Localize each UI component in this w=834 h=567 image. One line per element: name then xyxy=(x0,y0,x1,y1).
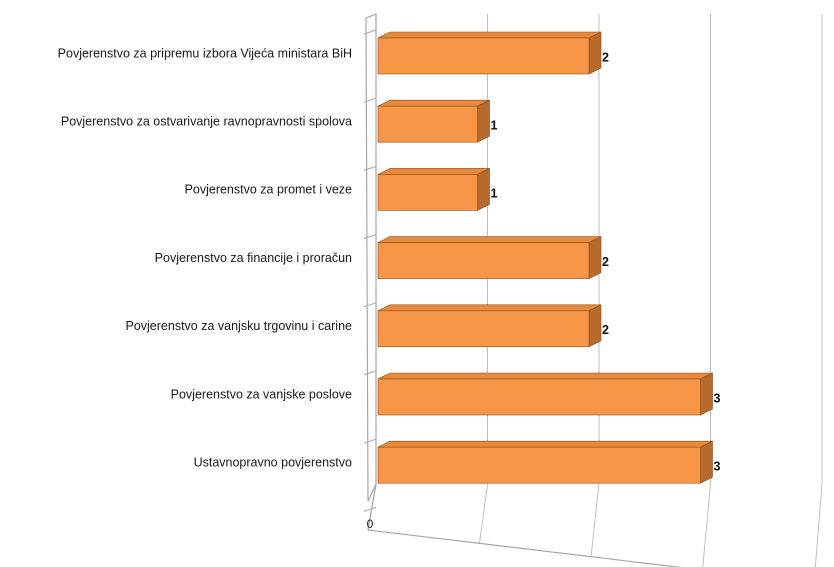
bar-value-label: 2 xyxy=(602,50,609,64)
category-tick xyxy=(363,438,377,444)
labels-layer: 2 Povjerenstvo za pripremu izbora Vijeća … xyxy=(58,46,721,531)
bar-front-face xyxy=(377,105,478,143)
bar xyxy=(377,372,713,416)
category-tick xyxy=(363,506,377,512)
bar-value-label: 2 xyxy=(602,323,609,337)
category-tick xyxy=(363,97,377,103)
bar-top-face xyxy=(377,168,490,175)
bar-top-face xyxy=(377,304,602,312)
bar-end-face xyxy=(700,372,713,416)
bar-value-label: 2 xyxy=(602,255,609,269)
bar-front-face xyxy=(377,242,590,279)
category-tick xyxy=(363,165,377,171)
floor-gridline xyxy=(814,483,823,567)
bar-value-label: 3 xyxy=(714,391,721,405)
category-label: Ustavnopravno povjerenstvo xyxy=(194,455,352,469)
bar-end-face xyxy=(477,99,490,143)
bar xyxy=(377,440,713,484)
bar-front-face xyxy=(377,174,478,211)
floor-front-edge xyxy=(367,529,683,567)
category-tick xyxy=(363,234,377,240)
bar-end-face xyxy=(700,440,713,484)
bar-top-face xyxy=(377,31,602,39)
bar-value-label: 1 xyxy=(491,187,498,201)
bar-front-face xyxy=(377,378,701,416)
bar-end-face xyxy=(588,236,602,280)
floor-left-edge xyxy=(367,483,377,531)
bar-front-face xyxy=(377,446,701,484)
category-label: Povjerenstvo za financije i proračun xyxy=(155,251,352,265)
x-tick-label: 0 xyxy=(367,517,374,531)
bar-top-face xyxy=(377,440,713,448)
category-label: Povjerenstvo za pripremu izbora Vijeća m… xyxy=(58,46,352,60)
bar-top-face xyxy=(377,236,602,243)
bar-front-face xyxy=(377,37,590,75)
floor-gridline xyxy=(590,483,600,557)
bar-value-label: 3 xyxy=(714,459,721,473)
bar-top-face xyxy=(377,99,490,107)
bar xyxy=(377,31,602,75)
floor-gridline xyxy=(702,483,711,567)
category-tick xyxy=(363,370,377,376)
bar xyxy=(377,99,490,143)
category-label: Povjerenstvo za ostvarivanje ravnopravno… xyxy=(61,114,352,128)
value-axis-line xyxy=(365,17,369,502)
category-label: Povjerenstvo za vanjske poslove xyxy=(171,387,352,401)
bar-front-face xyxy=(377,310,590,348)
bar xyxy=(377,236,602,280)
bar-end-face xyxy=(477,167,490,211)
bar xyxy=(377,304,602,348)
bar-top-face xyxy=(377,372,713,380)
category-tick xyxy=(363,302,377,308)
floor-gridline xyxy=(479,483,488,544)
bar-value-label: 1 xyxy=(491,118,498,132)
category-tick xyxy=(363,29,377,35)
side-wall-outline xyxy=(365,13,377,502)
category-label: Povjerenstvo za promet i veze xyxy=(185,183,352,197)
bars-layer xyxy=(377,31,713,484)
bar-end-face xyxy=(588,304,602,348)
grid-layer xyxy=(363,13,823,567)
bar xyxy=(377,167,490,211)
category-label: Povjerenstvo za vanjsku trgovinu i carin… xyxy=(125,319,352,333)
bar-end-face xyxy=(588,31,602,75)
